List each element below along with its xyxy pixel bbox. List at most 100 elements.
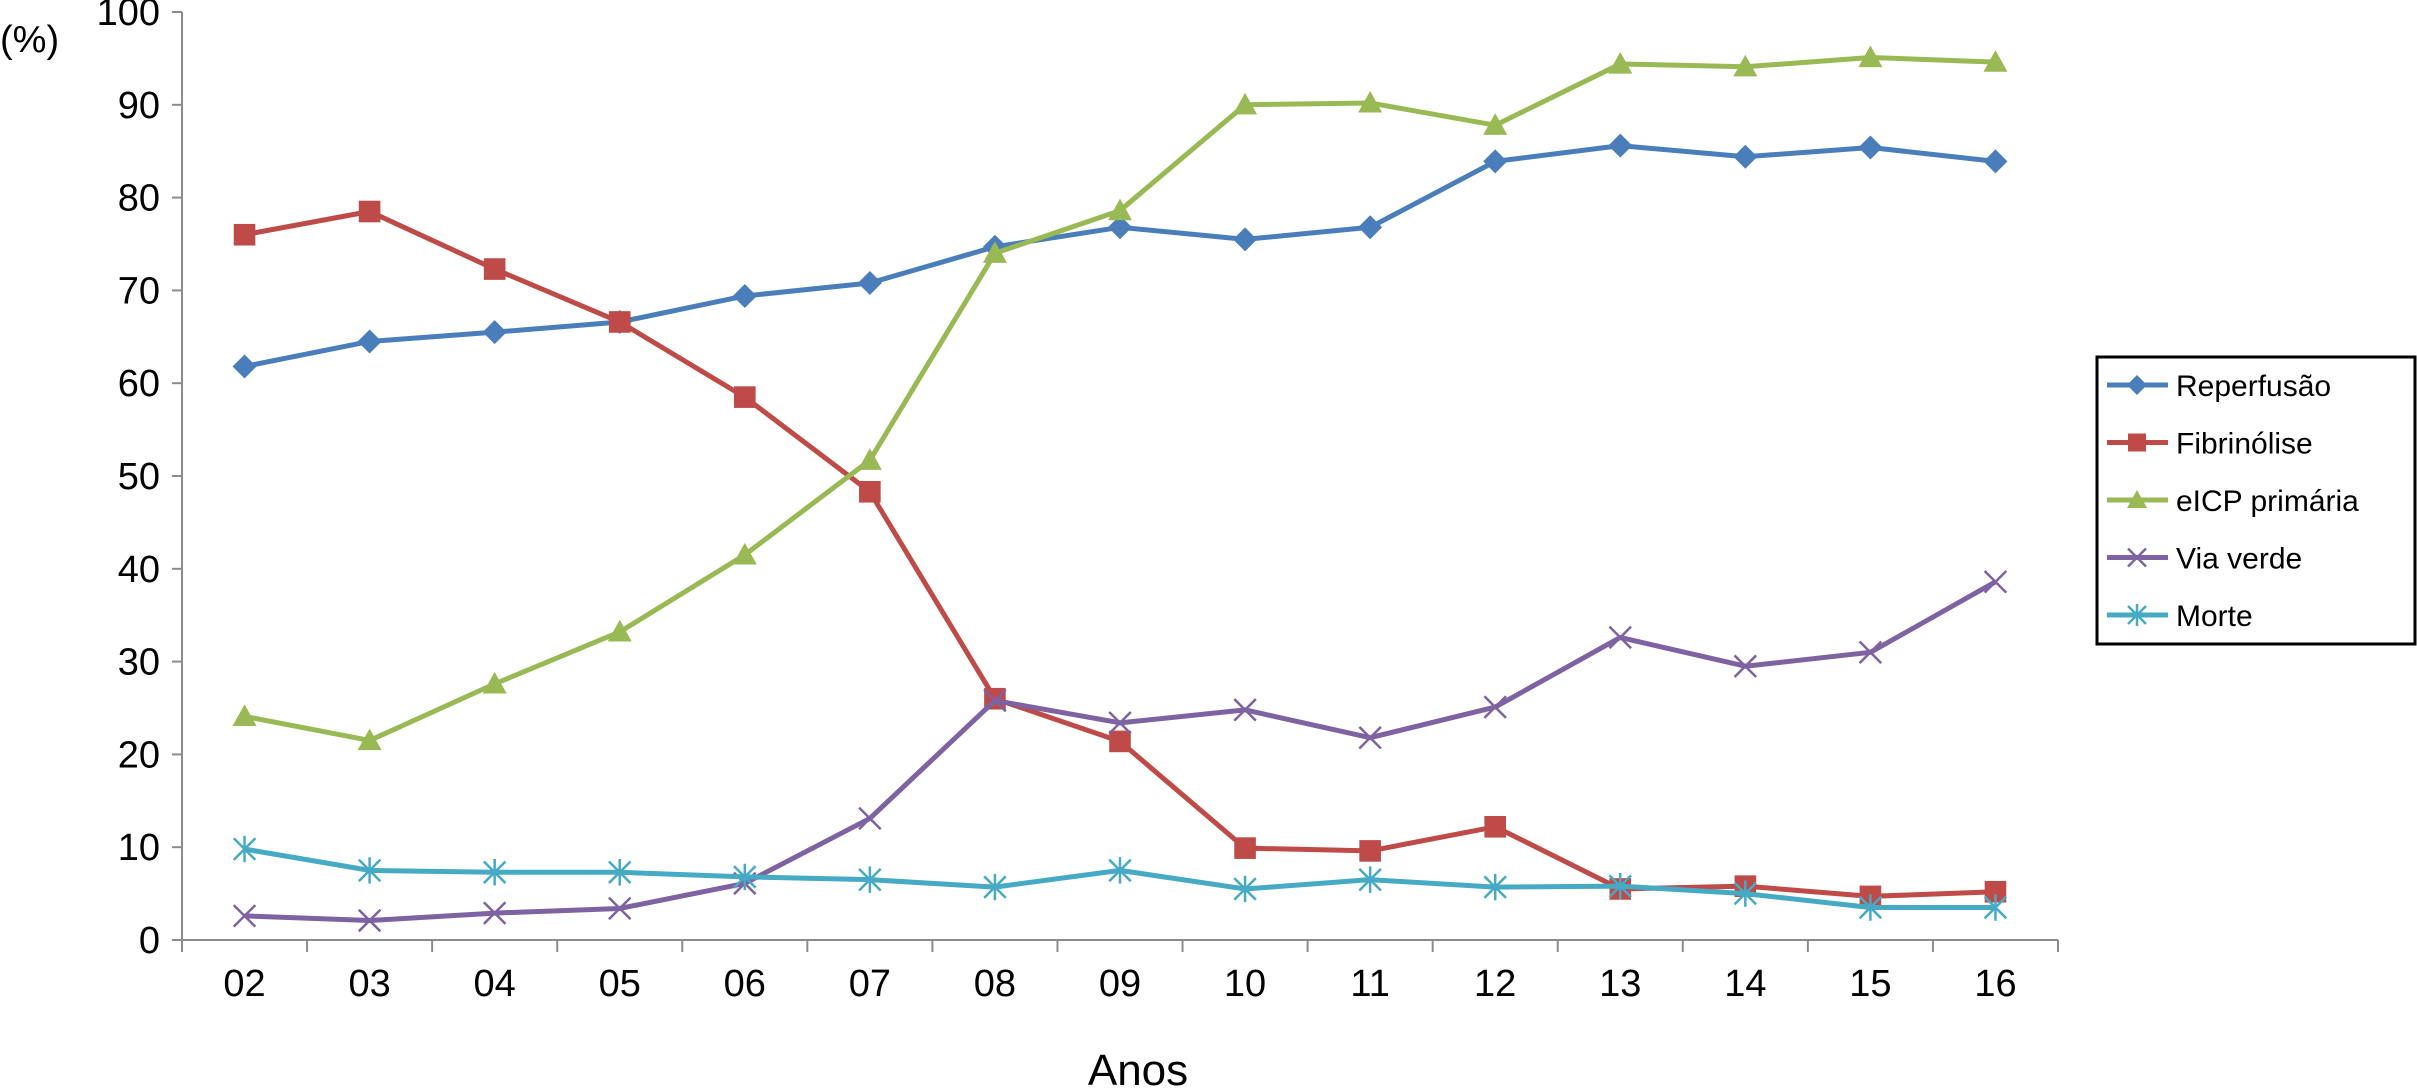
x-tick-label: 14	[1724, 963, 1766, 1005]
data-point	[983, 688, 1007, 713]
data-point	[1484, 815, 1506, 838]
data-point	[734, 386, 756, 408]
data-point	[857, 448, 882, 470]
x-tick-label: 07	[849, 963, 891, 1005]
data-point	[983, 873, 1007, 901]
x-tick-label: 12	[1474, 963, 1516, 1005]
data-point	[232, 354, 257, 379]
legend-entry: Fibrinólise	[2107, 428, 2313, 461]
y-tick-label: 60	[118, 363, 160, 405]
legend-entry: Morte	[2107, 600, 2253, 633]
x-tick-label: 11	[1350, 963, 1389, 1005]
data-point	[1983, 570, 2008, 594]
data-point	[859, 480, 881, 503]
x-tick-label: 06	[724, 963, 766, 1005]
data-point	[1483, 873, 1507, 901]
data-point	[357, 329, 382, 354]
data-point	[1983, 50, 2008, 72]
data-point	[1733, 880, 1758, 907]
legend-marker	[2128, 433, 2146, 452]
data-point	[1108, 198, 1132, 221]
data-point	[232, 704, 257, 726]
data-point	[1483, 113, 1508, 135]
data-point	[1983, 149, 2008, 174]
data-point	[1608, 872, 1632, 900]
legend-entry: Reperfusão	[2107, 370, 2331, 403]
data-point	[1483, 149, 1508, 174]
x-tick-label: 05	[599, 963, 641, 1005]
x-tick-label: 13	[1599, 963, 1641, 1005]
data-point	[607, 619, 632, 642]
data-point	[483, 258, 506, 280]
x-axis-title: Anos	[1088, 1046, 1188, 1090]
data-point	[1234, 837, 1256, 859]
data-point	[1733, 54, 1758, 77]
legend-label: Fibrinólise	[2176, 428, 2313, 461]
data-point	[1858, 135, 1883, 160]
data-point	[1733, 654, 1758, 678]
legend-label: eICP primária	[2176, 485, 2359, 518]
legend-label: Reperfusão	[2176, 370, 2331, 403]
data-point	[1358, 90, 1383, 113]
data-point	[1858, 45, 1883, 68]
series-line	[244, 54, 1996, 743]
y-tick-label: 20	[118, 734, 160, 776]
data-point	[732, 283, 757, 308]
series-line	[244, 209, 1996, 899]
y-tick-label: 0	[139, 920, 160, 962]
data-point	[1608, 625, 1632, 650]
data-point	[732, 542, 757, 565]
data-point	[1984, 880, 2007, 903]
data-point	[358, 200, 381, 223]
data-point	[1358, 866, 1382, 893]
series-2	[232, 45, 2008, 751]
data-point	[608, 311, 631, 333]
data-point	[858, 866, 882, 893]
data-point	[357, 728, 382, 751]
data-point	[1109, 730, 1131, 753]
data-point	[1108, 215, 1132, 240]
data-point	[733, 863, 757, 891]
data-point	[1233, 875, 1257, 903]
y-tick-label: 50	[118, 456, 160, 498]
data-point	[1358, 215, 1383, 240]
data-point	[1358, 726, 1382, 750]
series-4	[232, 835, 2008, 921]
legend-label: Via verde	[2176, 543, 2302, 576]
axes-layer	[181, 12, 2058, 941]
x-tick-label: 02	[223, 963, 265, 1005]
y-tick-label: 10	[118, 827, 160, 869]
x-tick-label: 10	[1224, 963, 1266, 1005]
data-point	[357, 908, 382, 933]
data-point	[1108, 711, 1132, 735]
data-point	[482, 320, 507, 345]
data-point	[1983, 894, 2008, 921]
data-point	[1233, 92, 1258, 115]
y-axis-title: (%)	[0, 19, 59, 61]
series-line	[244, 143, 1996, 369]
data-point	[232, 835, 257, 863]
data-point	[858, 806, 882, 831]
legend: Reperfusão Fibrinólise eICP primária Via ve…	[2095, 355, 2417, 646]
data-point	[233, 223, 256, 246]
data-point	[1233, 698, 1257, 722]
data-point	[1483, 695, 1507, 719]
ticks-layer: 0 10 20 30 40 50 60 70 80 90 100 02 03 04 05 06 07 08 09 10…	[97, 0, 2059, 1005]
y-tick-label: 100	[97, 0, 160, 34]
y-tick-label: 30	[118, 642, 160, 684]
data-point	[1608, 133, 1633, 158]
data-point	[982, 241, 1007, 263]
x-tick-label: 16	[1974, 963, 2016, 1005]
legend-box	[2095, 355, 2417, 646]
legend-marker	[2127, 490, 2147, 508]
legend-marker	[2127, 375, 2147, 395]
data-point	[1858, 640, 1883, 665]
x-tick-label: 03	[348, 963, 390, 1005]
data-point	[608, 896, 632, 921]
legend-marker	[2127, 547, 2147, 568]
data-point	[1233, 227, 1258, 252]
legend-label: Morte	[2176, 600, 2253, 633]
data-point	[608, 859, 632, 886]
x-tick-label: 09	[1099, 963, 1141, 1005]
data-point	[1108, 857, 1132, 884]
